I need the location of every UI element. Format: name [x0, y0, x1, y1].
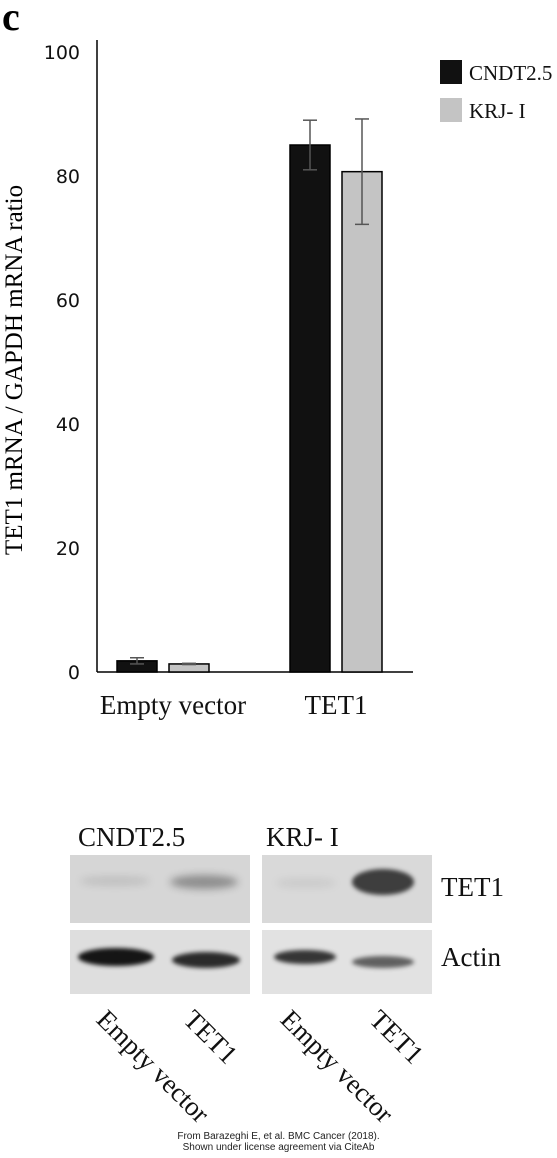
bar	[341, 170, 383, 673]
x-tick-label: Empty vector	[100, 690, 246, 720]
blot-band-actin	[172, 952, 240, 968]
bars	[116, 144, 383, 673]
y-tick-labels: 0 20 40 60 80 100	[44, 42, 80, 684]
cell-line-label: KRJ- I	[266, 822, 339, 852]
blot-panel-actin-krj	[262, 930, 432, 994]
bar	[289, 144, 331, 673]
legend: CNDT2.5 KRJ- I	[440, 60, 552, 123]
legend-label: KRJ- I	[469, 99, 526, 123]
blot-band-tet1	[352, 869, 414, 895]
blot-band-actin	[352, 956, 414, 968]
protein-label-tet1: TET1	[441, 872, 504, 902]
blot-band-tet1	[80, 877, 150, 885]
x-tick-label: TET1	[305, 690, 368, 720]
y-tick-label: 0	[68, 662, 80, 684]
y-tick-label: 80	[56, 166, 80, 188]
cell-line-label: CNDT2.5	[78, 822, 186, 852]
x-tick-labels: Empty vector TET1	[100, 690, 368, 720]
y-axis-label: TET1 mRNA / GAPDH mRNA ratio	[1, 185, 28, 555]
y-tick-label: 40	[56, 414, 80, 436]
blot-panel-tet1-krj	[262, 855, 432, 923]
error-bars	[130, 118, 369, 666]
lane-label: TET1	[177, 1004, 244, 1070]
blot-panel-actin-cndt	[70, 930, 250, 994]
legend-swatch	[440, 60, 462, 84]
blot-band-tet1	[170, 875, 238, 889]
legend-swatch	[440, 98, 462, 122]
y-tick-label: 20	[56, 538, 80, 560]
blot-panel-tet1-cndt	[70, 855, 250, 923]
bar-chart: c TET1 mRNA / GAPDH mRNA ratio 0 20 40 60 80…	[1, 0, 552, 720]
protein-label-actin: Actin	[441, 942, 501, 972]
blot-band-tet1	[276, 879, 336, 887]
lane-label: TET1	[363, 1004, 430, 1070]
panel-letter: c	[2, 0, 20, 39]
legend-label: CNDT2.5	[469, 61, 552, 85]
blot-band-actin	[274, 950, 336, 964]
credit-line-1: From Barazeghi E, et al. BMC Cancer (201…	[177, 1131, 380, 1142]
y-tick-label: 100	[44, 42, 80, 64]
y-tick-label: 60	[56, 290, 80, 312]
credit-line-2: Shown under license agreement via CiteAb	[182, 1142, 375, 1153]
blot-band-actin	[78, 948, 154, 966]
